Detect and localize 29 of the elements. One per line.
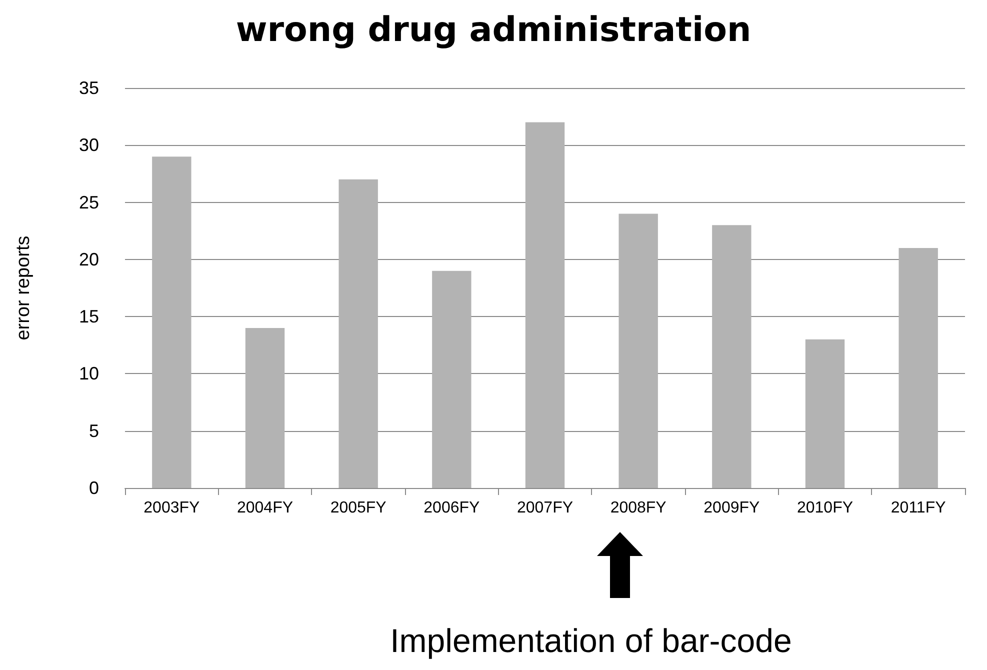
x-tick-label: 2005FY bbox=[330, 500, 387, 516]
bar bbox=[898, 248, 938, 488]
y-axis-title: error reports bbox=[13, 236, 34, 340]
y-tick-label: 0 bbox=[88, 478, 99, 498]
x-tick-label: 2009FY bbox=[704, 500, 760, 516]
y-tick-label: 35 bbox=[78, 78, 99, 98]
x-tick-label: 2010FY bbox=[796, 500, 854, 516]
bar bbox=[618, 214, 658, 488]
chart-title: wrong drug administration bbox=[236, 10, 752, 50]
bar bbox=[432, 270, 472, 488]
x-tick-label: 2008FY bbox=[610, 500, 667, 516]
x-tick-label: 2006FY bbox=[424, 500, 480, 516]
y-tick-label: 20 bbox=[78, 249, 99, 270]
bar bbox=[152, 156, 192, 488]
x-tick-label: 2011FY bbox=[890, 500, 946, 516]
y-tick-label: 15 bbox=[78, 306, 99, 327]
bar bbox=[245, 328, 285, 488]
y-tick-label: 30 bbox=[78, 135, 99, 156]
bar bbox=[338, 179, 378, 488]
y-tick-label: 5 bbox=[88, 420, 99, 441]
y-tick-label: 25 bbox=[78, 192, 99, 212]
x-tick-label: 2004FY bbox=[236, 500, 294, 516]
x-tick-label: 2003FY bbox=[144, 500, 200, 516]
bar bbox=[525, 122, 565, 488]
bar bbox=[712, 225, 752, 488]
text: Implementation of bar-code bbox=[389, 622, 793, 660]
x-tick-label: 2007FY bbox=[516, 500, 574, 516]
y-tick-label: 10 bbox=[78, 364, 99, 384]
bar bbox=[805, 339, 845, 488]
